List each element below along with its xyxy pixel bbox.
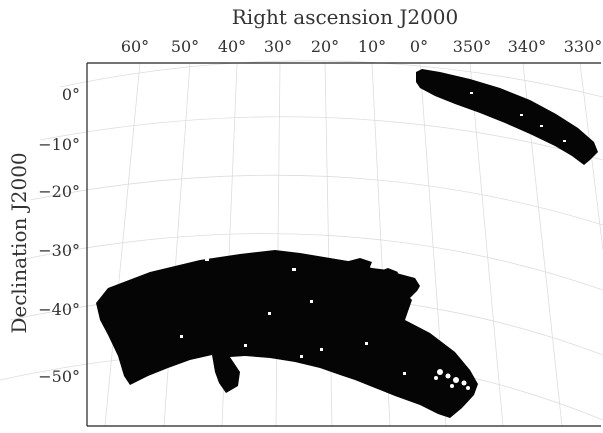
- dec-tick-labels: 0° −10° −20° −30° −40° −50°: [38, 85, 80, 386]
- ra-tick-label: 340°: [508, 37, 547, 56]
- axes-frame: [86, 62, 601, 427]
- dec-tick-label: −20°: [38, 182, 80, 201]
- footprint-stripe: [416, 69, 598, 165]
- ra-tick-label: 0°: [410, 37, 428, 56]
- dec-tick-label: −40°: [38, 300, 80, 319]
- dec-tick-label: −50°: [38, 367, 80, 386]
- ra-tick-labels: 60° 50° 40° 30° 20° 10° 0° 350° 340° 330…: [121, 37, 602, 56]
- left-axis-title: Declination J2000: [7, 152, 31, 333]
- footprint-main: [96, 250, 478, 418]
- dec-tick-label: −10°: [38, 135, 80, 154]
- ra-tick-label: 40°: [218, 37, 246, 56]
- ra-tick-label: 20°: [311, 37, 339, 56]
- ra-tick-label: 30°: [264, 37, 292, 56]
- ra-tick-label: 50°: [171, 37, 199, 56]
- ra-tick-label: 60°: [121, 37, 149, 56]
- dec-tick-label: −30°: [38, 241, 80, 260]
- footprint-holes: [180, 258, 470, 390]
- top-axis-title: Right ascension J2000: [232, 5, 459, 29]
- stripe-holes: [470, 92, 566, 142]
- ra-tick-label: 330°: [564, 37, 603, 56]
- ra-tick-label: 350°: [453, 37, 492, 56]
- dec-tick-label: 0°: [62, 85, 80, 104]
- ra-tick-label: 10°: [358, 37, 386, 56]
